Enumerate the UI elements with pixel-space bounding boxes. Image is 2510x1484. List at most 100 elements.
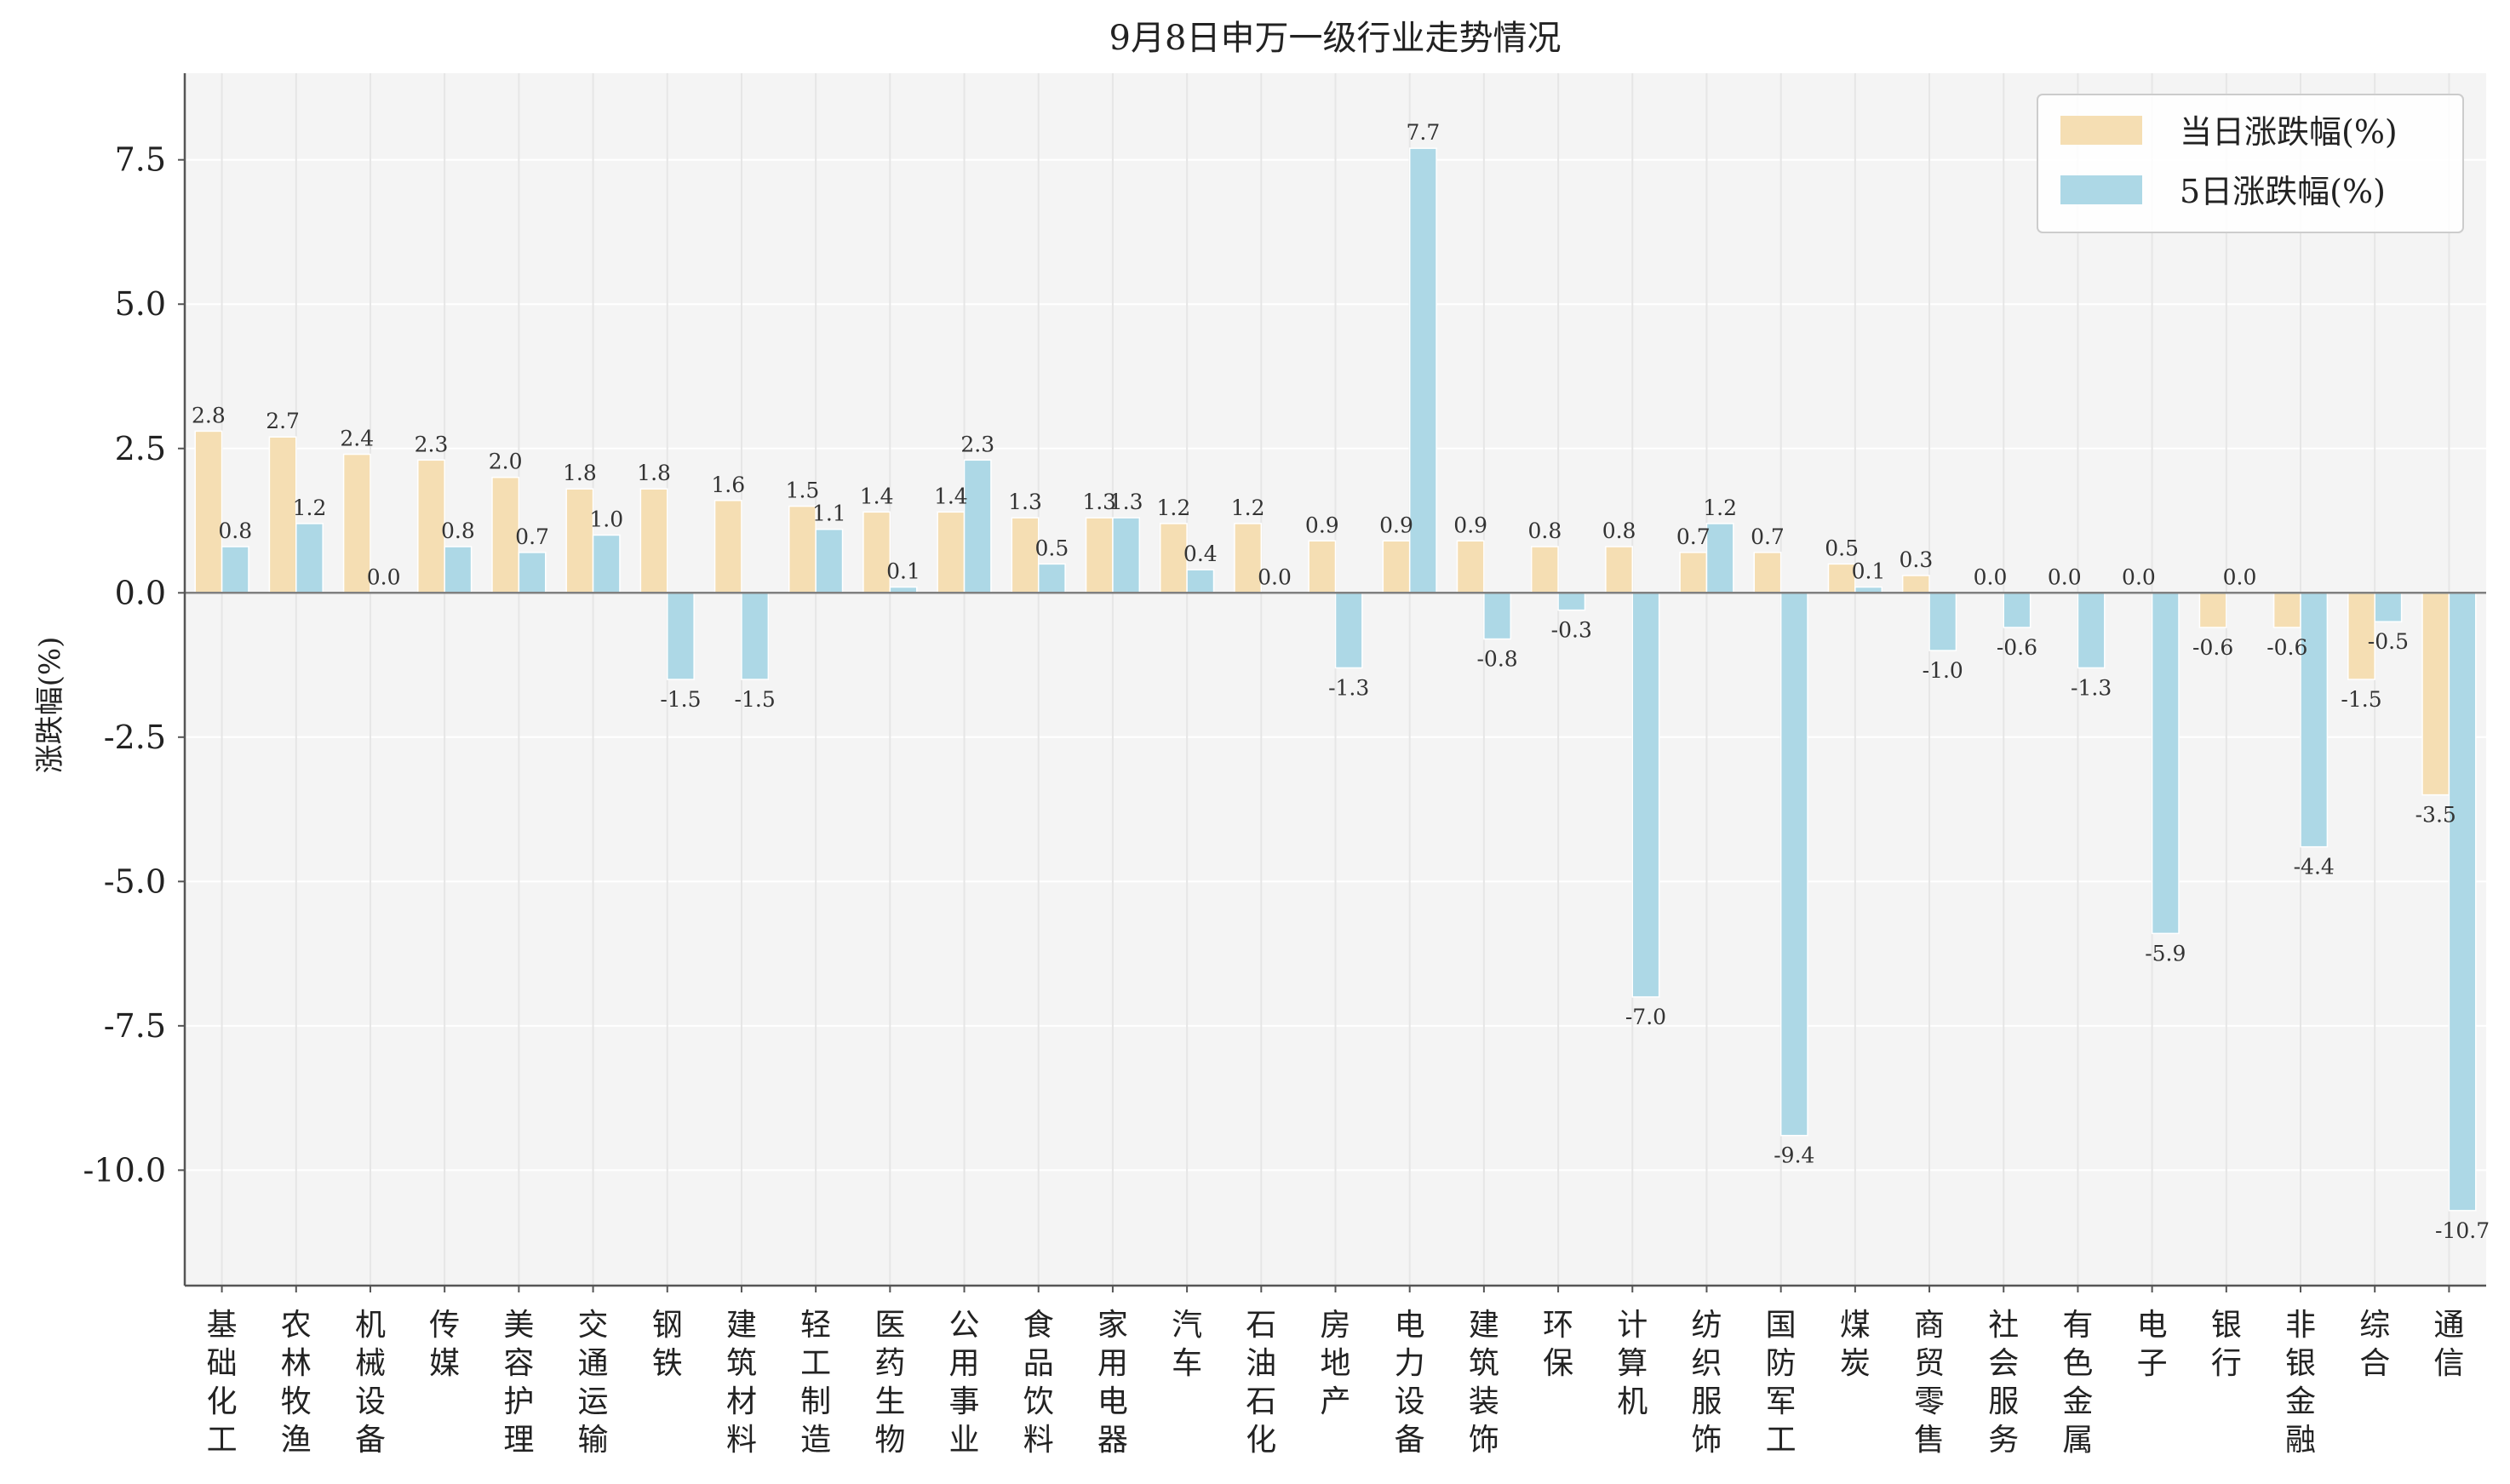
data-label-5day: -1.3 xyxy=(1328,675,1369,700)
y-tick-label: -5.0 xyxy=(104,862,166,900)
data-label-5day: 1.2 xyxy=(1703,496,1737,520)
bar-5day xyxy=(1186,569,1215,594)
bar-daily xyxy=(194,430,223,594)
x-tick-label: 非银金融 xyxy=(2285,1308,2316,1458)
x-tick-label: 计算机 xyxy=(1617,1308,1648,1419)
bar-daily xyxy=(1234,523,1263,594)
data-label-5day: -0.8 xyxy=(1476,647,1517,672)
data-label-daily: 0.9 xyxy=(1453,513,1487,537)
bar-5day xyxy=(1557,592,1586,611)
data-label-daily: -3.5 xyxy=(2415,803,2456,828)
data-label-5day: 1.1 xyxy=(812,501,846,526)
data-label-daily: -1.5 xyxy=(2341,687,2381,712)
x-tick-label: 银行 xyxy=(2211,1308,2242,1381)
data-label-5day: 0.8 xyxy=(218,519,252,543)
y-tick-label: 5.0 xyxy=(115,285,166,323)
bar-daily xyxy=(1679,552,1708,594)
bar-daily xyxy=(491,476,520,594)
x-tick-label: 交通运输 xyxy=(578,1308,609,1458)
data-label-daily: 2.8 xyxy=(192,403,226,427)
x-tick-label: 房地产 xyxy=(1320,1308,1350,1419)
x-tick-label: 综合 xyxy=(2359,1308,2390,1381)
y-tick-label: -2.5 xyxy=(104,719,166,756)
legend-label-5day: 5日涨跌幅(%) xyxy=(2180,173,2386,210)
x-tick-label: 社会服务 xyxy=(1988,1308,2019,1458)
bar-5day xyxy=(667,592,695,680)
bar-daily xyxy=(417,459,445,594)
bar-daily xyxy=(2347,592,2375,680)
bar-daily xyxy=(713,500,742,594)
x-tick-label: 钢铁 xyxy=(652,1308,683,1381)
x-tick-label: 建筑材料 xyxy=(726,1308,757,1458)
bar-daily xyxy=(1901,575,1930,594)
data-label-5day: 1.2 xyxy=(293,496,327,520)
bar-5day xyxy=(1631,592,1660,998)
x-tick-label: 传媒 xyxy=(429,1308,460,1381)
data-label-5day: -0.5 xyxy=(2368,629,2409,654)
bar-daily xyxy=(1085,517,1114,594)
x-tick-label: 农林牧渔 xyxy=(281,1308,312,1458)
x-tick-label: 纺织服饰 xyxy=(1691,1308,1722,1458)
x-tick-label: 有色金属 xyxy=(2062,1308,2093,1458)
x-tick-label: 公用事业 xyxy=(949,1308,980,1458)
data-label-daily: 1.6 xyxy=(711,473,745,497)
bar-daily xyxy=(862,511,891,594)
data-label-daily: 2.7 xyxy=(266,409,300,433)
bar-5day xyxy=(963,459,992,594)
data-label-5day: -9.4 xyxy=(1774,1143,1814,1168)
data-label-daily: -0.6 xyxy=(2192,635,2233,660)
bar-daily xyxy=(2198,592,2227,628)
data-label-5day: -1.3 xyxy=(2071,675,2112,700)
bar-daily xyxy=(1456,540,1485,594)
data-label-5day: -4.4 xyxy=(2294,855,2335,880)
bar-5day xyxy=(741,592,770,680)
bar-daily xyxy=(937,511,966,594)
data-label-5day: -10.7 xyxy=(2435,1218,2490,1243)
bar-5day xyxy=(295,523,324,594)
data-label-daily: 0.0 xyxy=(2122,564,2156,589)
data-label-5day: -0.6 xyxy=(1997,635,2037,660)
legend-swatch-daily xyxy=(2060,116,2142,145)
x-tick-label: 建筑装饰 xyxy=(1469,1308,1499,1458)
x-tick-label: 环保 xyxy=(1543,1308,1573,1381)
bar-5day xyxy=(2300,592,2329,848)
data-label-daily: 2.0 xyxy=(489,450,523,474)
bar-5day xyxy=(1037,563,1066,594)
data-label-daily: 1.3 xyxy=(1008,490,1042,514)
data-label-daily: 1.2 xyxy=(1231,496,1265,520)
data-label-daily: 0.3 xyxy=(1899,547,1933,572)
data-label-5day: 0.0 xyxy=(367,564,401,589)
data-label-daily: 1.8 xyxy=(563,461,597,485)
bar-5day xyxy=(1112,517,1141,594)
bar-daily xyxy=(342,453,371,594)
bar-daily xyxy=(2272,592,2301,628)
x-tick-label: 国防军工 xyxy=(1766,1308,1797,1458)
legend-label-daily: 当日涨跌幅(%) xyxy=(2180,113,2398,151)
bar-5day xyxy=(2374,592,2403,622)
bar-daily xyxy=(1605,546,1634,594)
bar-5day xyxy=(2448,592,2477,1212)
data-label-daily: 1.5 xyxy=(786,478,820,503)
bar-daily xyxy=(2421,592,2450,796)
data-label-daily: 1.3 xyxy=(1082,490,1116,514)
x-tick-label: 家用电器 xyxy=(1097,1308,1128,1458)
x-tick-label: 通信 xyxy=(2433,1308,2464,1381)
data-label-5day: -0.3 xyxy=(1551,618,1592,643)
bar-daily xyxy=(1530,546,1559,594)
data-label-5day: 0.0 xyxy=(1258,564,1292,589)
bar-5day xyxy=(1779,592,1808,1137)
bar-5day xyxy=(518,552,547,594)
data-label-5day: -7.0 xyxy=(1625,1005,1666,1029)
bar-5day xyxy=(221,546,249,594)
legend: 当日涨跌幅(%) 5日涨跌幅(%) xyxy=(2037,94,2464,233)
bar-daily xyxy=(1159,523,1188,594)
data-label-daily: 0.5 xyxy=(1825,536,1859,560)
x-tick-label: 美容护理 xyxy=(503,1308,534,1458)
bar-5day xyxy=(1334,592,1363,669)
bar-5day xyxy=(1705,523,1734,594)
data-label-5day: 7.7 xyxy=(1407,120,1441,145)
data-label-daily: 0.9 xyxy=(1379,513,1413,537)
x-tick-label: 食品饮料 xyxy=(1023,1308,1054,1458)
